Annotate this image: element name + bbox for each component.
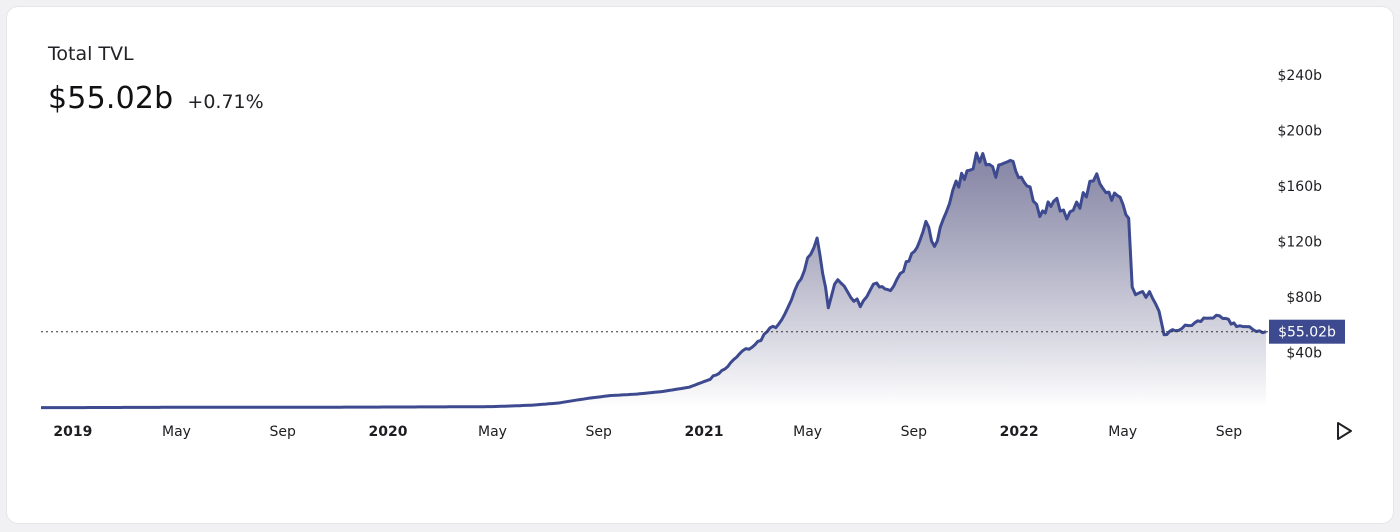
x-tick-label: 2019 [53,424,92,440]
tvl-area-fill [41,153,1266,408]
y-tick-label: $200b [1277,124,1322,140]
tvl-chart-card: Total TVL $55.02b +0.71% [6,6,1394,524]
play-triangle-icon[interactable] [1333,420,1355,442]
x-tick-label: 2021 [685,424,724,440]
x-tick-label: May [162,424,191,440]
x-tick-label: Sep [586,424,613,440]
current-value-tag [1269,319,1345,344]
x-tick-label: May [1108,424,1137,440]
x-tick-label: Sep [901,424,928,440]
y-tick-label: $40b [1286,346,1322,362]
y-tick-label: $240b [1277,68,1322,84]
x-tick-label: 2022 [1000,424,1039,440]
x-tick-label: Sep [1216,424,1243,440]
x-tick-label: 2020 [369,424,408,440]
y-tick-label: $160b [1277,179,1322,195]
current-value-label: $55.02b [1278,325,1336,341]
chart-title: Total TVL [48,43,134,65]
y-tick-label: $80b [1286,290,1322,306]
x-tick-label: Sep [270,424,297,440]
tvl-change: +0.71% [187,91,264,113]
tvl-value: $55.02b [48,81,174,116]
x-tick-label: May [478,424,507,440]
tvl-summary: $55.02b +0.71% [48,81,264,116]
x-tick-label: May [793,424,822,440]
tvl-series-line [41,151,1267,410]
y-tick-label: $120b [1277,235,1322,251]
